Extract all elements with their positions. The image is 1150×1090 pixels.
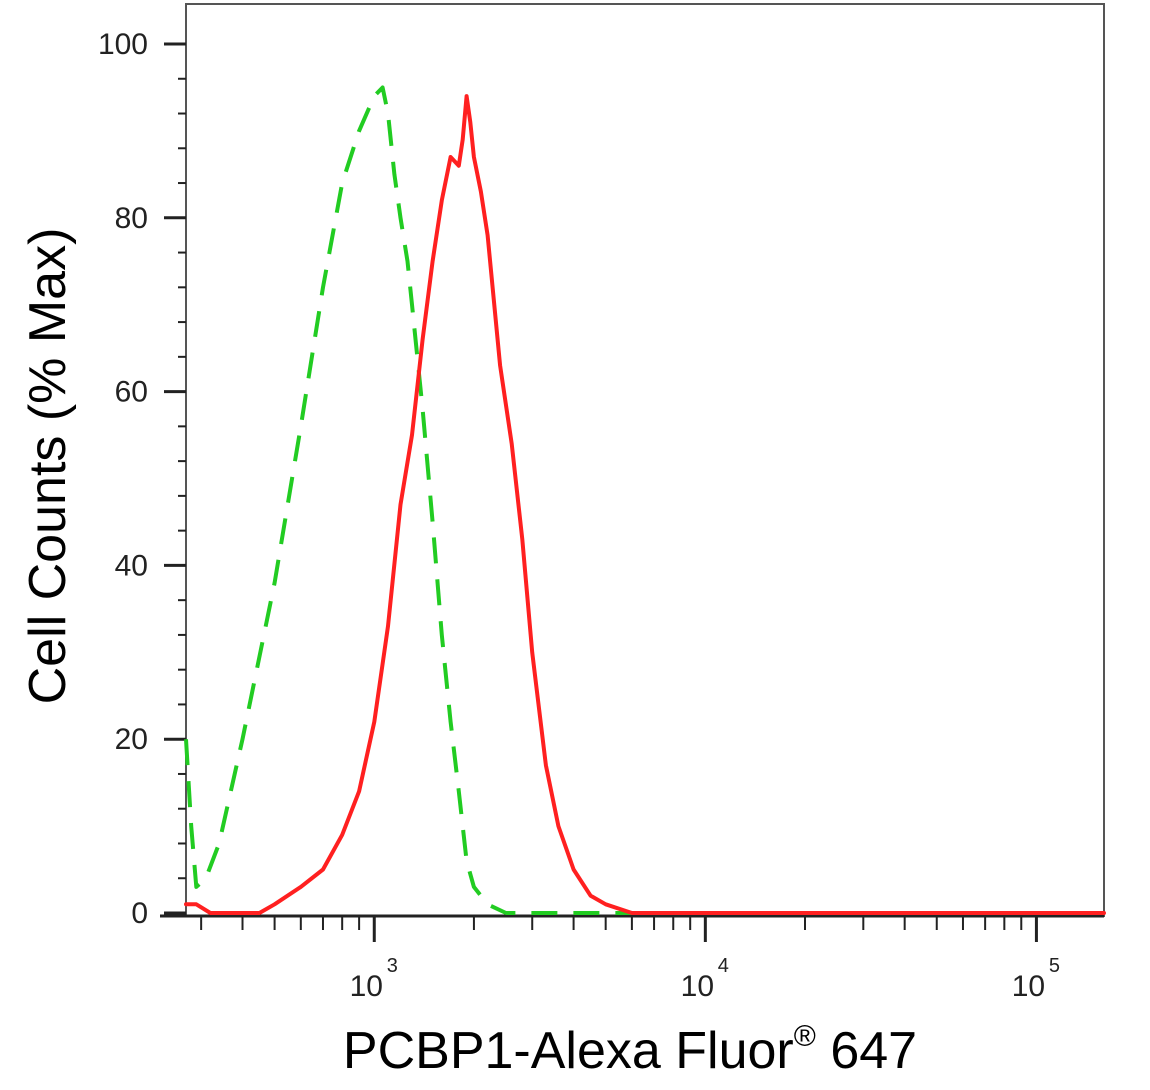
x-axis-label: PCBP1-Alexa Fluor® 647 <box>0 1020 1150 1081</box>
y-tick-label: 100 <box>98 28 148 61</box>
x-tick-exponent: 4 <box>718 955 729 977</box>
plot-frame <box>185 3 1105 917</box>
y-axis-label: Cell Counts (% Max) <box>19 227 77 705</box>
sample-histogram-line <box>184 94 1106 915</box>
x-axis-label-superscript: ® <box>793 1020 816 1053</box>
plot-border <box>185 3 1105 917</box>
x-axis-label-suffix: 647 <box>830 1022 918 1080</box>
x-tick-label: 10 <box>1012 970 1045 1003</box>
y-tick-label: 80 <box>115 202 148 235</box>
y-tick-label: 0 <box>131 897 148 930</box>
x-tick-exponent: 5 <box>1049 955 1060 977</box>
x-tick-label: 10 <box>681 970 714 1003</box>
x-axis-label-text: PCBP1-Alexa Fluor <box>342 1022 794 1080</box>
y-axis: 0 20 40 60 80 100 <box>98 28 186 930</box>
y-tick-label: 40 <box>115 549 148 582</box>
x-tick-label: 10 <box>350 970 383 1003</box>
series-layer <box>184 85 1106 915</box>
y-tick-label: 60 <box>115 376 148 409</box>
x-tick-exponent: 3 <box>387 955 398 977</box>
y-tick-label: 20 <box>115 723 148 756</box>
control-histogram-line <box>184 85 1104 915</box>
